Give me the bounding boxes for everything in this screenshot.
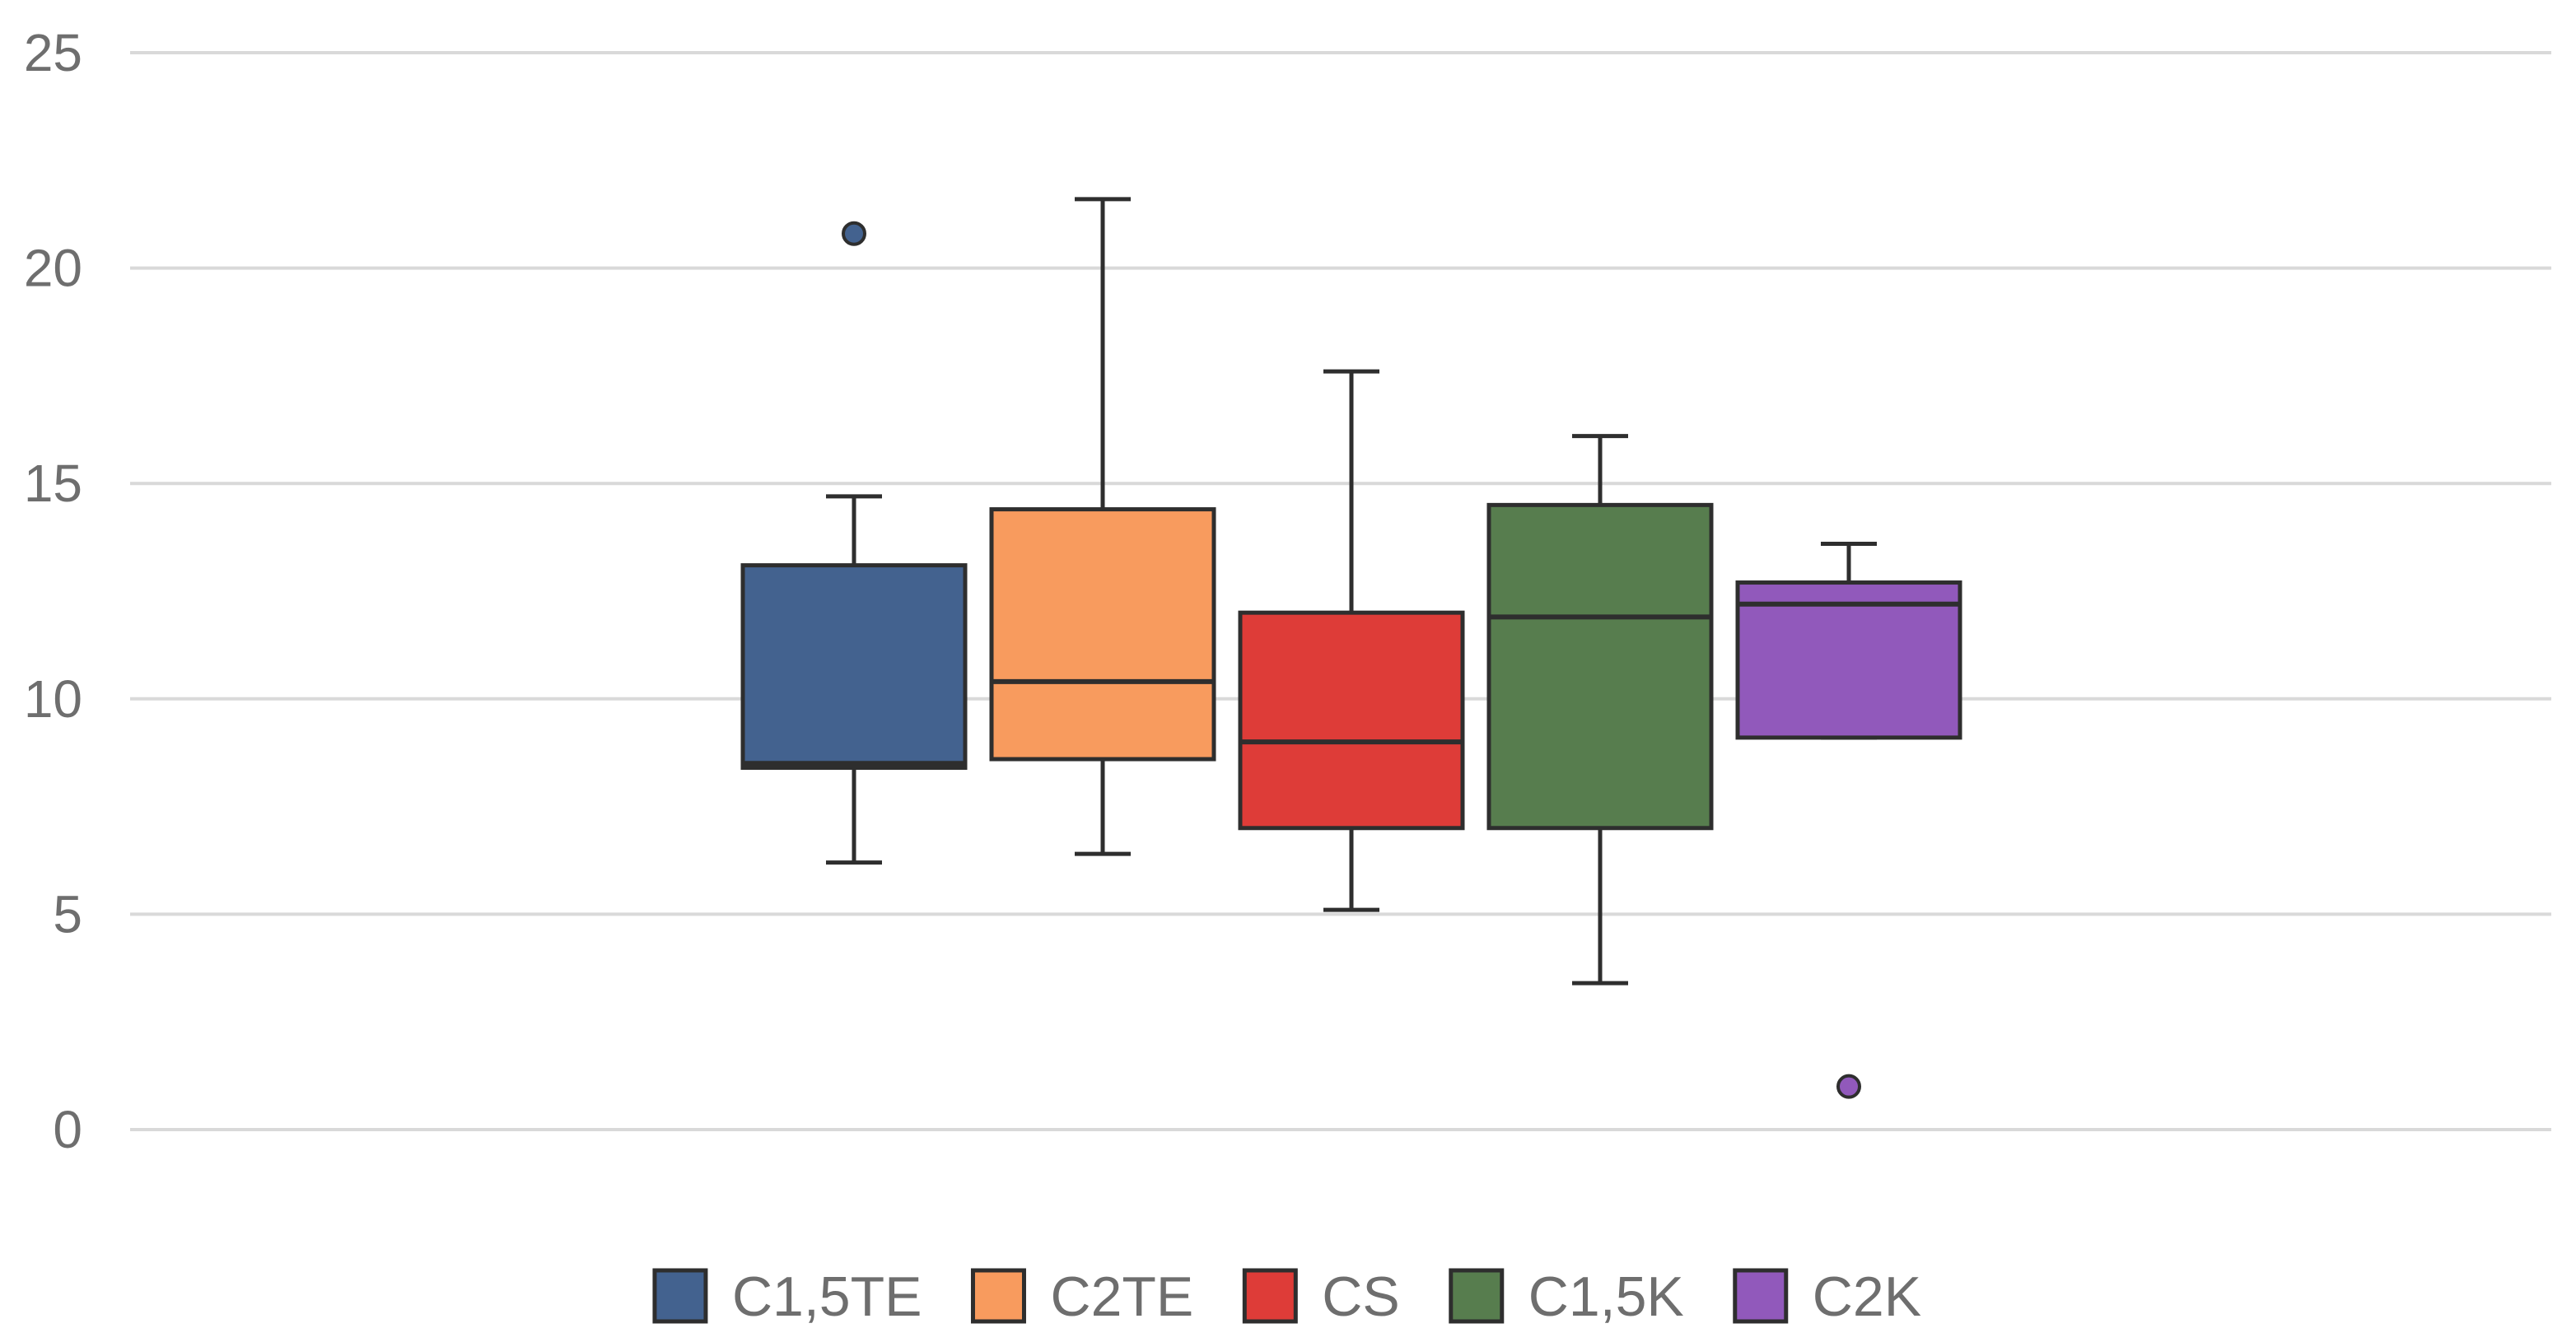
box-iqr xyxy=(740,563,968,771)
outlier-point xyxy=(1836,1074,1861,1099)
legend-item-C1,5TE: C1,5TE xyxy=(652,1265,922,1328)
legend-label: C2K xyxy=(1813,1265,1921,1328)
y-tick-label: 5 xyxy=(53,884,82,944)
y-tick-label: 25 xyxy=(24,23,82,82)
legend-item-C2TE: C2TE xyxy=(970,1265,1193,1328)
box-C1,5TE xyxy=(740,221,968,865)
legend-label: C1,5TE xyxy=(732,1265,922,1328)
legend: C1,5TE C2TE CS C1,5K C2K xyxy=(652,1265,1921,1328)
legend-swatch xyxy=(970,1268,1026,1324)
y-tick-label: 15 xyxy=(24,454,82,513)
legend-swatch xyxy=(1733,1268,1789,1324)
gridlines xyxy=(130,51,2551,1131)
box-CS xyxy=(1238,369,1465,912)
legend-label: CS xyxy=(1322,1265,1399,1328)
y-tick-label: 0 xyxy=(53,1100,82,1159)
y-tick-label: 20 xyxy=(24,239,82,298)
y-axis-ticks: 0 5 10 15 20 25 xyxy=(24,23,82,1159)
box-iqr xyxy=(1238,610,1465,831)
legend-swatch xyxy=(1449,1268,1505,1324)
legend-item-C1,5K: C1,5K xyxy=(1449,1265,1684,1328)
legend-item-CS: CS xyxy=(1242,1265,1400,1328)
box-iqr xyxy=(989,507,1216,762)
box-iqr xyxy=(1486,502,1714,831)
box-C1,5K xyxy=(1486,434,1714,986)
legend-swatch xyxy=(652,1268,708,1324)
legend-label: C2TE xyxy=(1050,1265,1193,1328)
box-series xyxy=(740,197,1962,1099)
legend-item-C2K: C2K xyxy=(1733,1265,1921,1328)
legend-label: C1,5K xyxy=(1528,1265,1684,1328)
outlier-point xyxy=(842,221,866,246)
box-C2TE xyxy=(989,197,1216,856)
legend-swatch xyxy=(1242,1268,1298,1324)
box-C2K xyxy=(1735,541,1962,1099)
box-iqr xyxy=(1735,580,1962,740)
y-tick-label: 10 xyxy=(24,669,82,729)
